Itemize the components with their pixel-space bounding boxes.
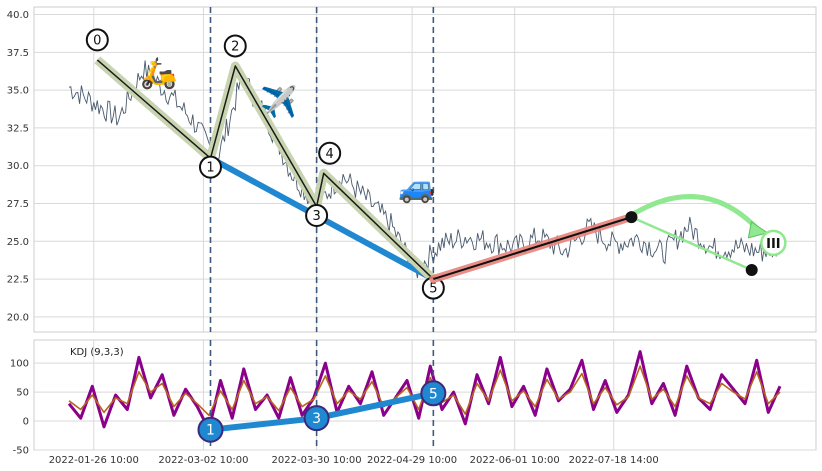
price-panel: 20.0 22.5 25.0 27.5 30.0 32.5 35.0 37.5 40.0 0 1 2… (7, 6, 817, 333)
kdj-y-tick-label: -50 (13, 446, 29, 457)
kdj-panel: -50 0 50 100 2022-01-26 10:00 2022-03-02 10:… (10, 339, 817, 466)
price-y-tick-label: 22.5 (7, 275, 29, 286)
x-tick-label: 2022-03-02 10:00 (158, 455, 248, 466)
kdj-y-tick-label: 100 (10, 359, 29, 370)
kdj-point-label: 5 (429, 386, 438, 402)
wave-point-circle (318, 141, 342, 165)
wave-point-2: 2 (223, 34, 247, 58)
price-y-tick-label: 37.5 (7, 48, 29, 59)
airplane-icon: ✈️ (260, 83, 297, 120)
kdj-point-1: 1 (197, 416, 224, 443)
car-icon: 🚙 (398, 170, 435, 205)
x-tick-label: 2022-01-26 10:00 (49, 455, 139, 466)
kdj-point-label: 3 (312, 411, 321, 427)
wave-point-label: 1 (206, 161, 214, 176)
wave-point-0: 0 (85, 28, 109, 52)
wave-point-4: 4 (318, 141, 342, 165)
wave-point-3: 3 (305, 204, 329, 228)
price-y-tick-label: 20.0 (7, 312, 29, 323)
projection-arrowhead (747, 220, 769, 239)
wave-point-circle (305, 204, 329, 228)
projection-arc (628, 194, 760, 232)
price-y-tick-label: 27.5 (7, 199, 29, 210)
wave-point-label: 4 (326, 147, 334, 162)
wave-point-circle (198, 155, 222, 179)
price-y-tick-label: 30.0 (7, 161, 29, 172)
kdj-x-axis: 2022-01-26 10:00 2022-03-02 10:00 2022-03-… (49, 455, 659, 466)
wave-point-1: 1 (198, 155, 222, 179)
projection-branch-low (630, 215, 753, 272)
kdj-legend: KDJ (9,3,3) (70, 347, 124, 358)
wave-point-label: 2 (231, 39, 239, 54)
kdj-y-tick-label: 50 (16, 388, 29, 399)
kdj-y-axis: -50 0 50 100 (10, 359, 29, 457)
price-grid (34, 7, 816, 332)
wave-point-circle (223, 34, 247, 58)
price-y-tick-label: 32.5 (7, 123, 29, 134)
price-y-axis: 20.0 22.5 25.0 27.5 30.0 32.5 35.0 37.5 40.0 (7, 10, 29, 323)
projection-line (433, 216, 632, 281)
kdj-point-3: 3 (303, 405, 330, 432)
projection-target-circle (760, 229, 787, 257)
price-y-tick-label: 40.0 (7, 10, 29, 21)
wave-pattern: 0 1 2 3 4 5 (85, 28, 445, 300)
price-y-tick-label: 35.0 (7, 86, 29, 97)
kdj-point-circle (420, 380, 447, 407)
x-tick-label: 2022-07-18 14:00 (569, 455, 659, 466)
icons: 🛵 ✈️ 🚙 (140, 56, 435, 205)
x-tick-label: 2022-03-30 10:00 (272, 455, 362, 466)
wave-point-label: 3 (312, 209, 320, 224)
x-tick-label: 2022-04-29 10:00 (367, 455, 457, 466)
projection-low-dot (745, 264, 758, 277)
x-tick-label: 2022-06-01 10:00 (470, 455, 560, 466)
projection: III (429, 194, 787, 284)
projection-pivot-dot (625, 211, 638, 224)
scooter-icon: 🛵 (140, 56, 177, 91)
wave-point-circle (85, 28, 109, 52)
kdj-point-circle (197, 416, 224, 443)
kdj-y-tick-label: 0 (23, 417, 29, 428)
wave-point-label: 0 (93, 33, 101, 48)
kdj-points: 1 3 5 (197, 380, 447, 443)
price-y-tick-label: 25.0 (7, 237, 29, 248)
projection-target-label: III (766, 237, 781, 252)
wave-point-label: 5 (429, 282, 437, 297)
kdj-point-5: 5 (420, 380, 447, 407)
wave-path (96, 59, 434, 280)
kdj-point-circle (303, 405, 330, 432)
kdj-point-label: 1 (206, 423, 215, 439)
